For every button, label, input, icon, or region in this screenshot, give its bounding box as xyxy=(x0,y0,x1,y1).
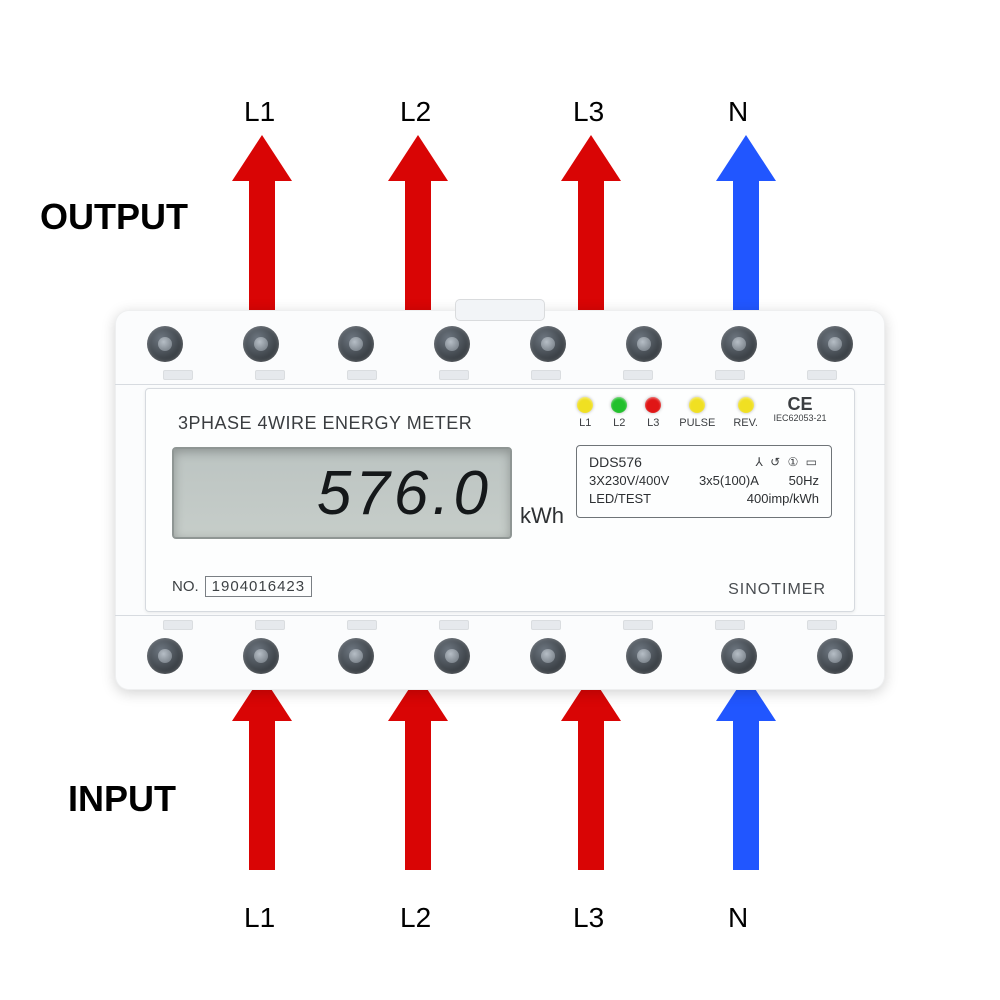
energy-meter: 3PHASE 4WIRE ENERGY METER 576.0 kWh NO. … xyxy=(115,310,885,690)
terminal-row-bottom xyxy=(115,628,885,684)
terminal-top-7 xyxy=(721,326,757,362)
led-row: L1 L2 L3 PULSE REV. xyxy=(577,397,758,429)
spec-box: DDS576 ⅄ ↺ ① ▭ 3X230V/400V 3x5(100)A 50H… xyxy=(576,445,832,518)
ridge-top xyxy=(115,370,885,380)
bot-label-n: N xyxy=(728,902,748,934)
led-rev-dot xyxy=(738,397,754,413)
spec-ledtest: LED/TEST xyxy=(589,491,651,506)
meter-faceplate: 3PHASE 4WIRE ENERGY METER 576.0 kWh NO. … xyxy=(145,388,855,612)
led-l3: L3 xyxy=(645,397,661,429)
bot-label-l2: L2 xyxy=(400,902,431,934)
spec-freq: 50Hz xyxy=(789,473,819,488)
terminal-top-5 xyxy=(530,326,566,362)
terminal-top-6 xyxy=(626,326,662,362)
led-pulse-dot xyxy=(689,397,705,413)
bot-label-l3: L3 xyxy=(573,902,604,934)
led-rev: REV. xyxy=(733,397,758,429)
serial-line: NO. 1904016423 xyxy=(172,576,312,597)
terminal-top-3 xyxy=(338,326,374,362)
ce-block: CE IEC62053-21 xyxy=(772,395,828,423)
ce-mark: CE xyxy=(772,395,828,413)
spec-icons: ⅄ ↺ ① ▭ xyxy=(756,455,819,469)
led-l2: L2 xyxy=(611,397,627,429)
led-l1: L1 xyxy=(577,397,593,429)
terminal-bot-2 xyxy=(243,638,279,674)
led-l2-dot xyxy=(611,397,627,413)
top-label-l1: L1 xyxy=(244,96,275,128)
lcd-wrap: 576.0 kWh xyxy=(172,447,562,539)
brand: SINOTIMER xyxy=(728,581,826,599)
terminal-top-2 xyxy=(243,326,279,362)
led-l3-dot xyxy=(645,397,661,413)
spec-pulse: 400imp/kWh xyxy=(747,491,819,506)
led-pulse: PULSE xyxy=(679,397,715,429)
top-label-l3: L3 xyxy=(573,96,604,128)
separator-bottom xyxy=(115,615,885,616)
terminal-top-1 xyxy=(147,326,183,362)
terminal-bot-3 xyxy=(338,638,374,674)
lcd-unit: kWh xyxy=(520,503,564,529)
ce-standard: IEC62053-21 xyxy=(772,413,828,423)
terminal-bot-1 xyxy=(147,638,183,674)
top-label-n: N xyxy=(728,96,748,128)
terminal-bot-8 xyxy=(817,638,853,674)
spec-voltage: 3X230V/400V xyxy=(589,473,669,488)
terminal-row-top xyxy=(115,316,885,372)
led-l1-dot xyxy=(577,397,593,413)
separator-top xyxy=(115,384,885,385)
lcd-display: 576.0 xyxy=(172,447,512,539)
terminal-top-8 xyxy=(817,326,853,362)
bot-label-l1: L1 xyxy=(244,902,275,934)
top-label-l2: L2 xyxy=(400,96,431,128)
serial-prefix: NO. xyxy=(172,578,199,595)
terminal-top-4 xyxy=(434,326,470,362)
spec-current: 3x5(100)A xyxy=(699,473,759,488)
terminal-bot-4 xyxy=(434,638,470,674)
serial-number: 1904016423 xyxy=(205,576,312,597)
terminal-bot-5 xyxy=(530,638,566,674)
spec-model: DDS576 xyxy=(589,454,642,470)
terminal-bot-7 xyxy=(721,638,757,674)
terminal-bot-6 xyxy=(626,638,662,674)
